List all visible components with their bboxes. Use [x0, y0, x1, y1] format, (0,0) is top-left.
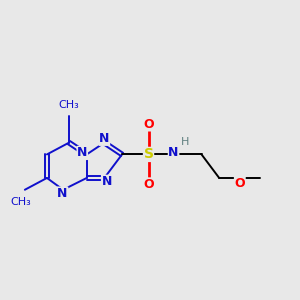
Text: O: O	[143, 118, 154, 131]
Text: N: N	[101, 175, 112, 188]
Text: N: N	[168, 146, 179, 159]
Text: O: O	[143, 178, 154, 191]
Text: O: O	[235, 177, 245, 190]
Text: CH₃: CH₃	[10, 197, 31, 207]
Text: H: H	[181, 137, 189, 147]
Text: N: N	[77, 146, 88, 159]
Text: CH₃: CH₃	[59, 100, 80, 110]
Text: N: N	[57, 187, 68, 200]
Text: S: S	[143, 147, 154, 161]
Text: N: N	[99, 132, 110, 145]
